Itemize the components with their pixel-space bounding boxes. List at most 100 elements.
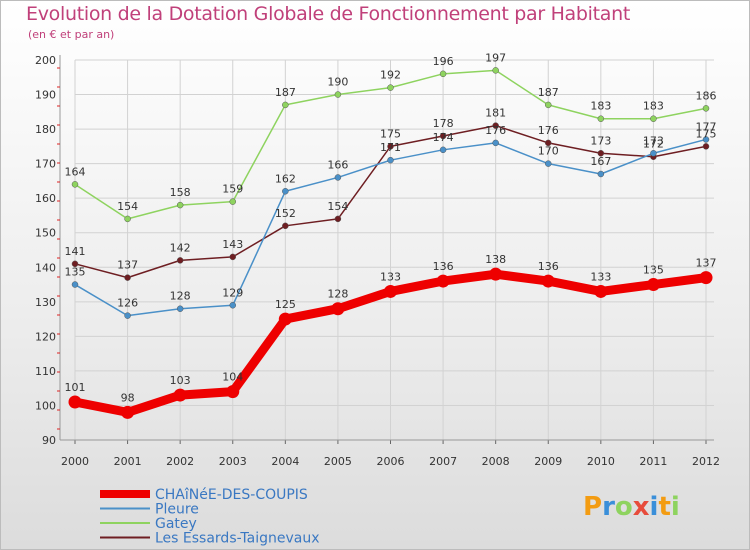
data-label-cha-n-e-des-coupis: 128 <box>327 288 348 301</box>
logo-letter: r <box>602 492 615 522</box>
data-label-les-essards-taignevaux: 152 <box>275 207 296 220</box>
x-tick-label: 2005 <box>324 455 352 468</box>
data-label-les-essards-taignevaux: 172 <box>643 138 664 151</box>
y-tick-label: 90 <box>42 434 56 447</box>
x-tick-label: 2006 <box>377 455 405 468</box>
x-tick-label: 2011 <box>639 455 667 468</box>
logo-letter: o <box>615 492 633 522</box>
x-tick-label: 2010 <box>587 455 615 468</box>
data-point-les-essards-taignevaux <box>492 122 499 129</box>
data-label-gatey: 183 <box>590 100 611 113</box>
legend-entry: Pleure <box>155 502 199 518</box>
data-label-gatey: 186 <box>696 89 717 102</box>
logo-letter: t <box>658 492 670 522</box>
data-label-pleure: 173 <box>643 134 664 147</box>
logo-letter: i <box>671 492 680 522</box>
data-point-cha-n-e-des-coupis <box>173 388 187 402</box>
data-point-gatey <box>545 101 552 109</box>
data-point-cha-n-e-des-coupis <box>646 278 660 292</box>
data-label-cha-n-e-des-coupis: 135 <box>643 264 664 277</box>
data-label-pleure: 135 <box>65 266 86 279</box>
data-point-pleure <box>439 146 447 154</box>
chart-title: Evolution de la Dotation Globale de Fonc… <box>26 3 631 25</box>
data-label-les-essards-taignevaux: 154 <box>327 200 348 213</box>
data-label-les-essards-taignevaux: 175 <box>696 127 717 140</box>
data-label-les-essards-taignevaux: 176 <box>538 124 559 137</box>
data-point-gatey <box>334 91 342 98</box>
data-point-gatey <box>650 115 657 122</box>
data-point-pleure <box>650 150 657 157</box>
x-tick-label: 2001 <box>114 455 142 468</box>
data-label-cha-n-e-des-coupis: 136 <box>538 260 559 273</box>
data-label-pleure: 176 <box>485 124 506 137</box>
data-label-cha-n-e-des-coupis: 136 <box>433 260 454 273</box>
x-tick-label: 2007 <box>429 455 457 468</box>
data-point-cha-n-e-des-coupis <box>121 405 135 419</box>
data-point-les-essards-taignevaux <box>597 150 605 157</box>
data-point-les-essards-taignevaux <box>124 274 131 281</box>
data-label-pleure: 167 <box>590 155 611 168</box>
data-point-cha-n-e-des-coupis <box>226 385 240 399</box>
x-tick-label: 2004 <box>271 455 299 468</box>
data-point-gatey <box>702 105 710 112</box>
grid <box>74 59 714 441</box>
data-point-gatey <box>124 215 131 223</box>
chart-subtitle: (en € et par an) <box>28 28 115 41</box>
data-point-pleure <box>124 312 131 319</box>
data-label-pleure: 171 <box>380 141 401 154</box>
data-label-gatey: 154 <box>117 200 138 213</box>
data-label-les-essards-taignevaux: 137 <box>117 259 138 272</box>
data-point-gatey <box>597 115 605 122</box>
data-label-gatey: 158 <box>170 186 191 199</box>
data-point-pleure <box>702 136 710 143</box>
data-label-les-essards-taignevaux: 181 <box>485 107 506 120</box>
data-label-gatey: 197 <box>485 51 506 64</box>
x-tick-label: 2000 <box>61 455 89 468</box>
data-label-gatey: 192 <box>380 69 401 82</box>
data-label-pleure: 166 <box>327 158 348 171</box>
x-tick-label: 2008 <box>482 455 510 468</box>
legend-entry: CHAîNéE-DES-COUPIS <box>155 487 308 503</box>
y-tick-label: 170 <box>35 158 56 171</box>
data-point-gatey <box>282 101 289 109</box>
data-label-gatey: 183 <box>643 100 664 113</box>
data-label-pleure: 126 <box>117 297 138 310</box>
data-label-gatey: 164 <box>65 165 86 178</box>
logo-letter: P <box>583 492 602 522</box>
data-point-cha-n-e-des-coupis <box>699 271 713 285</box>
data-label-les-essards-taignevaux: 178 <box>433 117 454 130</box>
y-tick-label: 180 <box>35 123 56 136</box>
legend-entry: Gatey <box>155 516 197 532</box>
proxiti-logo-text: Proxiti <box>583 492 680 522</box>
data-point-les-essards-taignevaux <box>702 143 710 150</box>
logo-letter: i <box>650 492 659 522</box>
data-label-pleure: 170 <box>538 145 559 158</box>
data-label-pleure: 177 <box>696 120 717 133</box>
data-label-cha-n-e-des-coupis: 125 <box>275 298 296 311</box>
data-point-pleure <box>71 281 79 288</box>
data-point-cha-n-e-des-coupis <box>331 302 345 316</box>
y-tick-label: 200 <box>35 54 56 67</box>
series-lines <box>68 67 713 419</box>
data-label-cha-n-e-des-coupis: 133 <box>380 270 401 283</box>
data-point-gatey <box>439 70 447 78</box>
x-tick-label: 2012 <box>692 455 720 468</box>
data-point-cha-n-e-des-coupis <box>278 312 292 326</box>
y-tick-label: 100 <box>35 399 56 412</box>
data-point-les-essards-taignevaux <box>334 215 342 223</box>
data-point-pleure <box>176 305 184 312</box>
data-label-les-essards-taignevaux: 142 <box>170 241 191 254</box>
data-point-les-essards-taignevaux <box>387 143 394 150</box>
data-point-les-essards-taignevaux <box>176 257 184 264</box>
data-point-pleure <box>282 188 289 195</box>
data-label-les-essards-taignevaux: 141 <box>65 245 86 258</box>
data-point-gatey <box>176 201 184 209</box>
logo-letter: x <box>633 492 650 522</box>
data-point-gatey <box>387 84 394 91</box>
data-point-cha-n-e-des-coupis <box>436 274 450 288</box>
y-tick-label: 160 <box>35 192 56 205</box>
